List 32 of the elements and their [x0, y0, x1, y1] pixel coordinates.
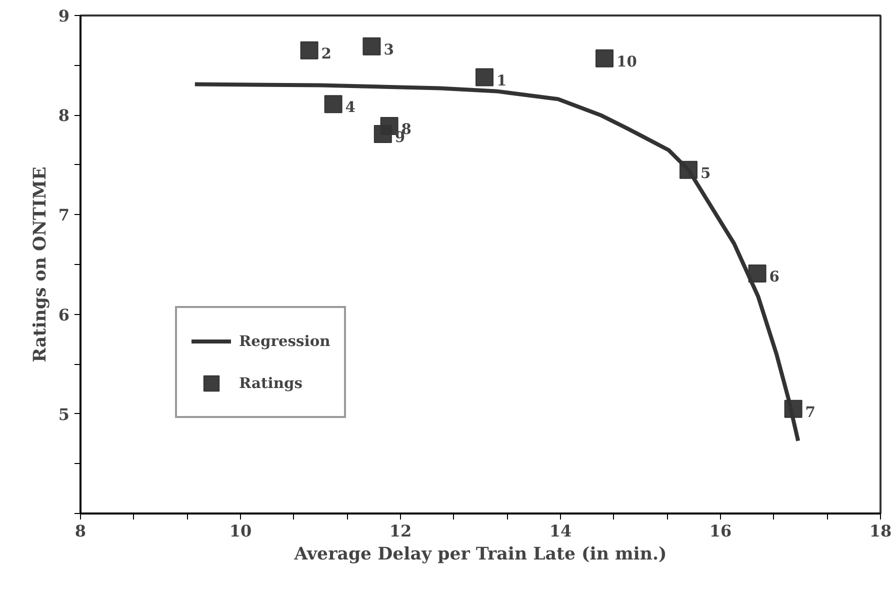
annotation: 3: [384, 41, 394, 58]
legend-label: Regression: [239, 332, 330, 350]
point: [476, 68, 494, 86]
x-tick-label: 16: [709, 522, 732, 540]
x-tick-label: 8: [74, 522, 86, 540]
annotation: 7: [805, 404, 816, 421]
point: [596, 49, 614, 68]
point: [374, 125, 392, 144]
legend-label: Ratings: [239, 374, 303, 392]
y-tick-label: 8: [58, 106, 70, 126]
y-axis-title: Ratings on ONTIME: [30, 166, 50, 362]
annotation: 1: [496, 72, 507, 90]
annotation: 6: [769, 268, 780, 286]
x-tick-label: 14: [549, 522, 572, 540]
x-axis-title: Average Delay per Train Late (in min.): [293, 544, 667, 564]
y-tick-label: 7: [58, 206, 70, 225]
point: [748, 264, 766, 282]
y-tick-label: 5: [58, 404, 70, 424]
y-tick-label: 6: [58, 305, 70, 324]
x-tick-label: 12: [389, 522, 412, 540]
x-tick-label: 18: [869, 522, 892, 540]
annotation: 5: [700, 164, 711, 182]
point: [300, 41, 318, 60]
annotation: 4: [345, 99, 356, 116]
x-tick-label: 10: [229, 522, 252, 540]
annotation: 2: [321, 45, 332, 62]
point: [362, 37, 381, 56]
point: [324, 95, 342, 114]
point: [784, 400, 802, 418]
annotation: 10: [616, 53, 637, 70]
y-tick-label: 9: [58, 6, 70, 26]
point: [680, 160, 698, 179]
